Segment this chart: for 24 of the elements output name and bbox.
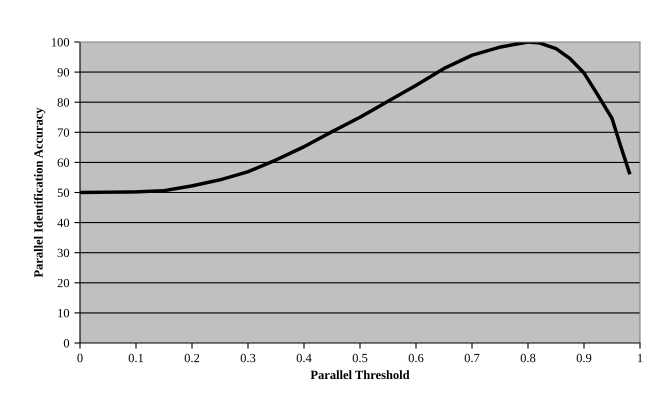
y-axis-title: Parallel Identification Accuracy: [34, 108, 46, 278]
x-tick-label: 0.1: [128, 354, 144, 362]
x-tick-label: 0.2: [184, 354, 200, 362]
x-tick-label: 0.3: [240, 354, 256, 362]
y-tick-label: 30: [58, 248, 70, 258]
y-tick-label: 100: [52, 38, 70, 46]
y-tick-label: 70: [58, 128, 70, 137]
x-tick-label: 0.4: [296, 354, 312, 362]
y-tick-label: 0: [64, 339, 70, 348]
y-tick-label: 50: [58, 188, 70, 197]
x-tick-label: 0.5: [352, 354, 368, 362]
y-tick-label: 90: [57, 68, 70, 77]
y-tick-label: 80: [58, 98, 70, 107]
y-tick-label: 60: [58, 158, 70, 167]
y-tick-label: 10: [58, 308, 70, 318]
x-tick-label: 0.7: [464, 354, 480, 362]
x-tick-label: 0: [77, 354, 83, 362]
y-tick-label: 20: [58, 278, 70, 288]
y-tick-label: 40: [57, 218, 70, 228]
x-tick-label: 0.9: [576, 354, 592, 362]
x-tick-label: 0.6: [408, 354, 424, 362]
x-tick-label: 0.8: [520, 354, 536, 362]
x-tick-label: 1: [638, 354, 642, 362]
x-axis-title: Parallel Threshold: [310, 370, 410, 380]
